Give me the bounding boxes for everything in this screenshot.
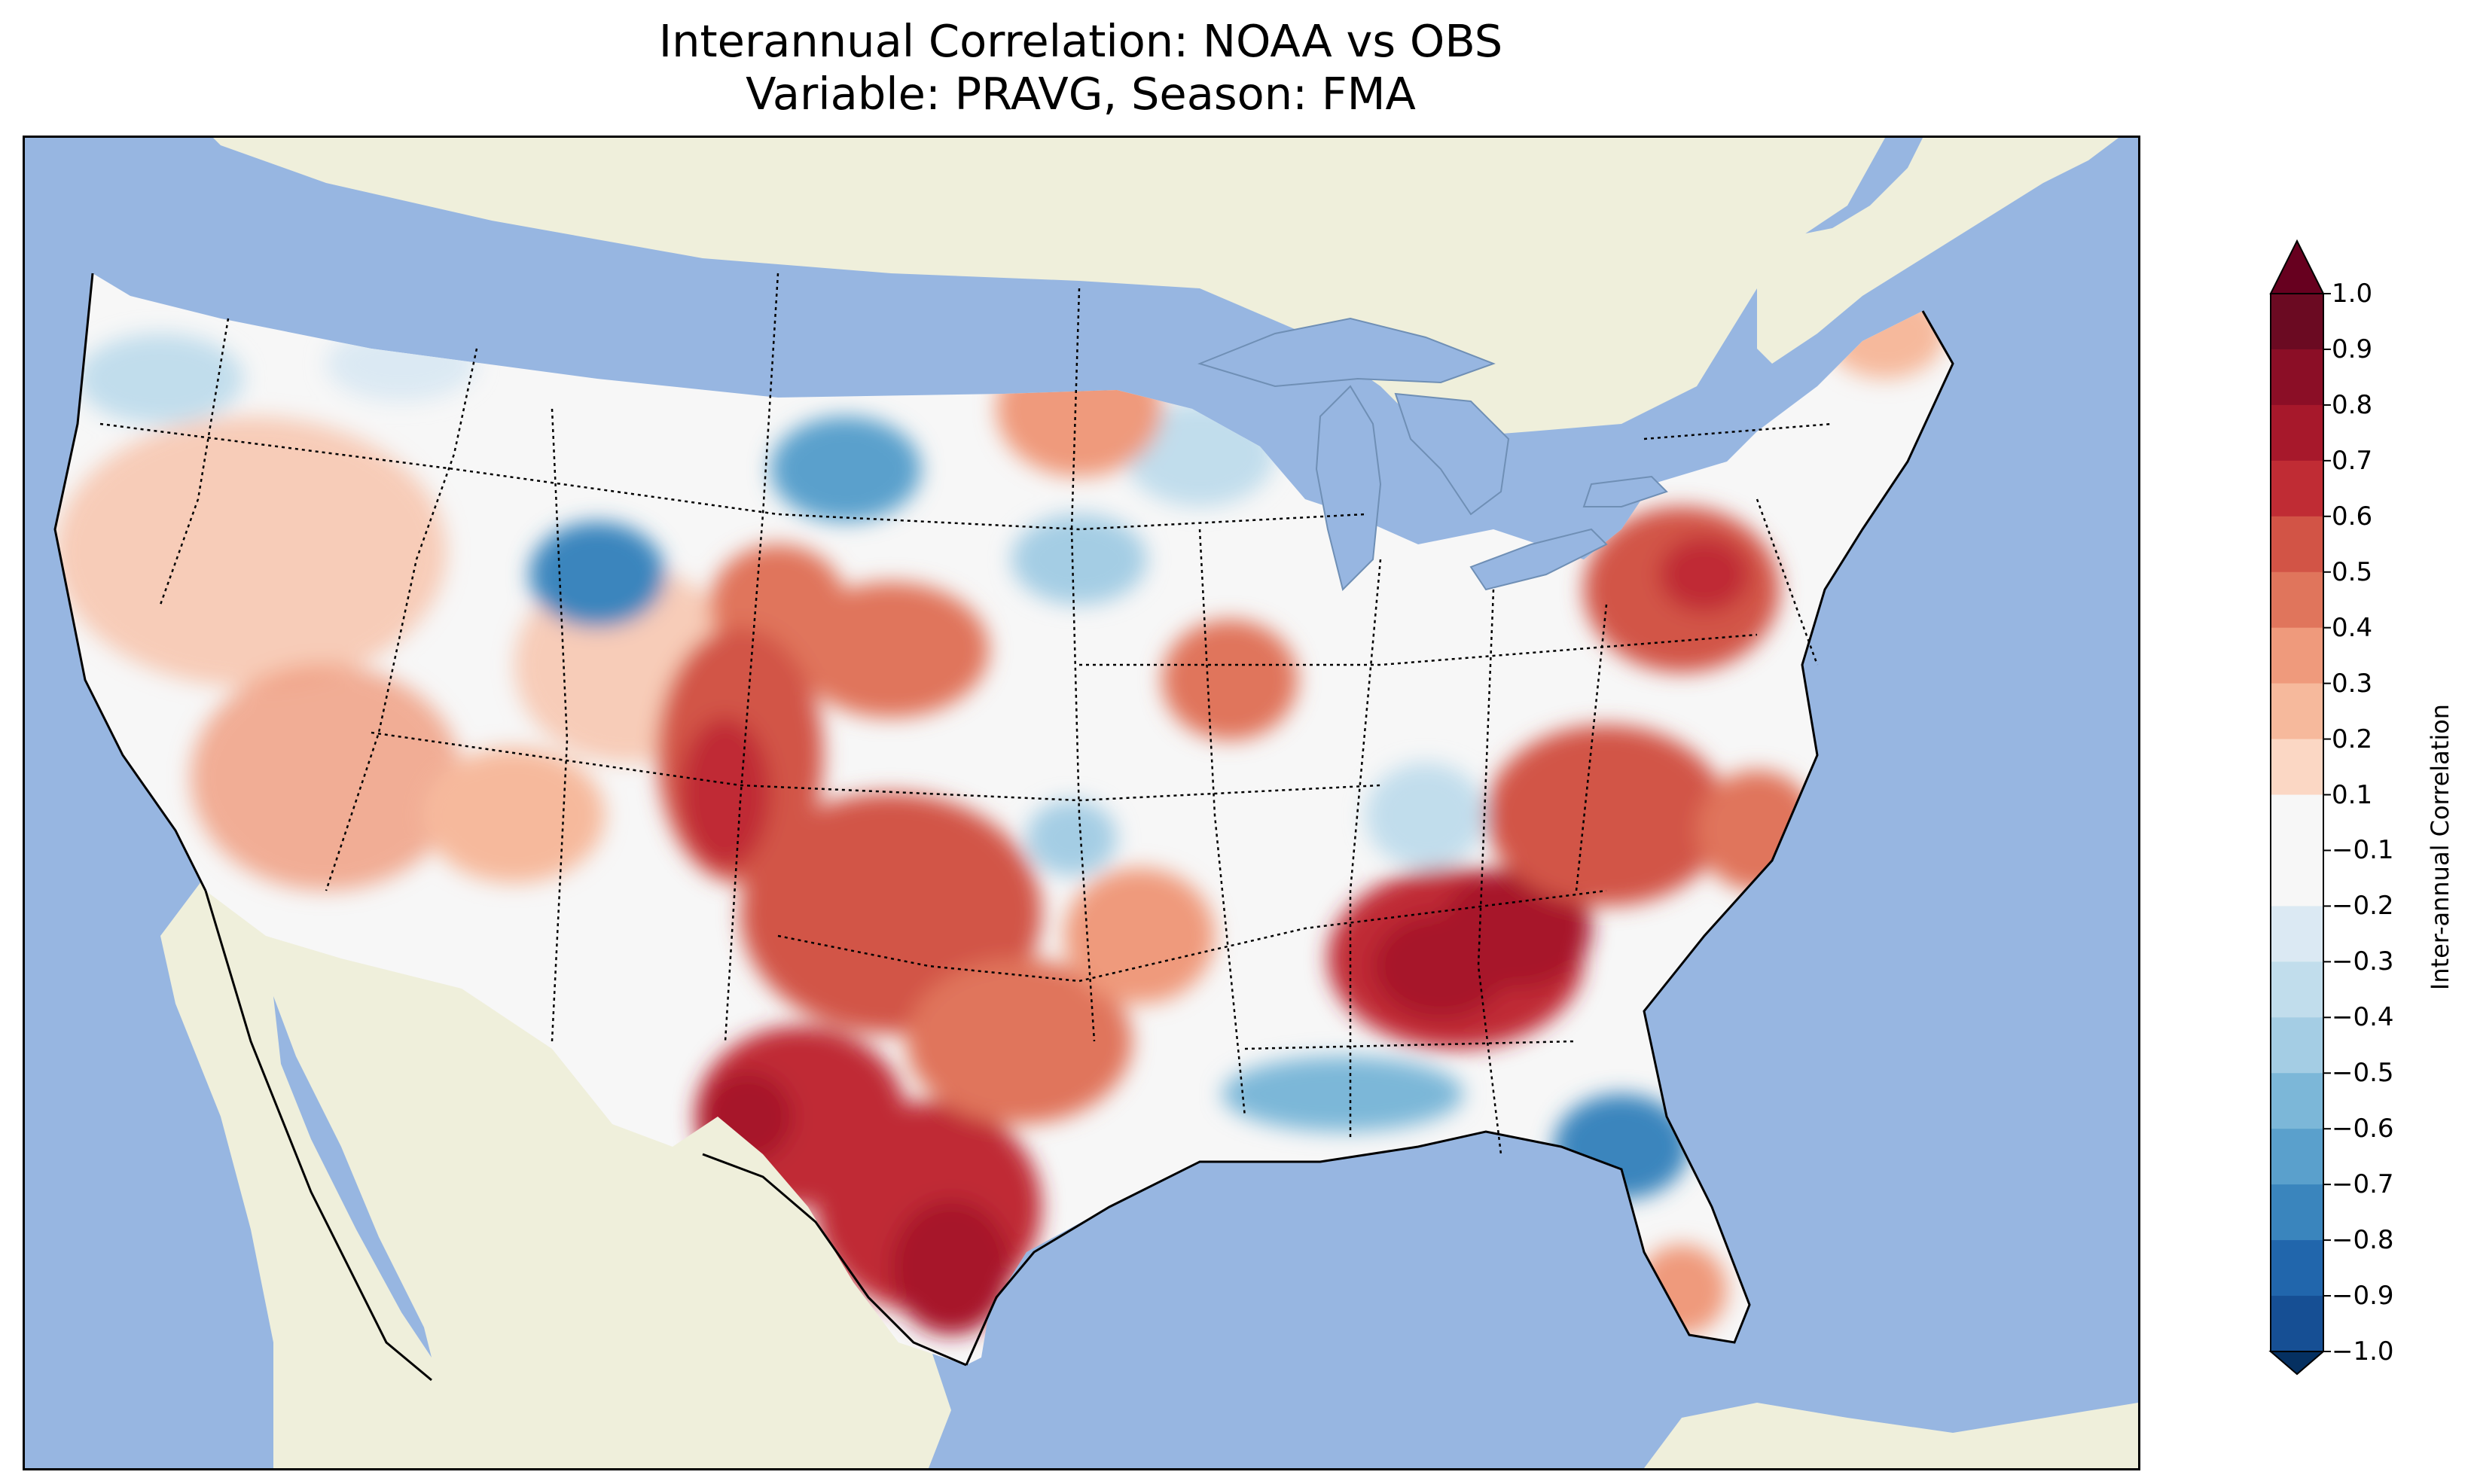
colorbar-tick-label: −0.4 [2332,1002,2394,1033]
colorbar-extend-max [2269,239,2325,294]
colorbar-tick-label: −0.5 [2332,1058,2394,1089]
colorbar-tick-label: −0.8 [2332,1225,2394,1256]
colorbar-tick-label: −0.6 [2332,1114,2394,1144]
colorbar-band [2271,1017,2323,1074]
colorbar-tick-label: 0.1 [2332,779,2373,810]
chart-title-line-1: Interannual Correlation: NOAA vs OBS [658,15,1503,67]
colorbar-tick-label: −0.1 [2332,835,2394,866]
colorbar-tick-label: −0.2 [2332,891,2394,922]
colorbar-band [2271,739,2323,796]
colorbar-band [2271,850,2323,907]
colorbar-band [2271,1073,2323,1129]
colorbar-band [2271,961,2323,1018]
colorbar-tick-label: −0.9 [2332,1281,2394,1312]
colorbar-band [2271,294,2323,350]
colorbar-tick-label: −1.0 [2332,1336,2394,1367]
colorbar-band [2271,404,2323,462]
land-mexico [160,876,2138,1468]
colorbar-band [2271,516,2323,573]
colorbar-band [2271,1296,2323,1352]
colorbar-label: Inter-annual Correlation [2426,703,2454,991]
colorbar-extend-min [2268,1351,2326,1376]
colorbar-tick-label: 0.3 [2332,668,2373,699]
colorbar-tick-label: −0.3 [2332,946,2394,977]
colorbar-band [2271,349,2323,406]
colorbar-tick-label: 1.0 [2332,279,2373,309]
colorbar-band [2271,906,2323,962]
colorbar-band [2271,571,2323,629]
colorbar-band [2271,1184,2323,1241]
colorbar-tick-label: 0.7 [2332,445,2373,476]
correlation-map [25,138,2138,1468]
colorbar-band [2271,460,2323,517]
colorbar-band [2271,794,2323,851]
colorbar-tick-label: 0.4 [2332,612,2373,643]
coastlines [53,273,1954,1382]
colorbar-tick-label: 0.5 [2332,556,2373,587]
colorbar-band [2271,627,2323,684]
colorbar-band [2271,683,2323,740]
colorbar: 1.0 0.9 0.8 0.7 0.6 0.5 0.4 0.3 0.2 0.1 −0.1 −0.2 −0… [2259,233,2470,1378]
colorbar-band [2271,1240,2323,1297]
chart-title-line-2: Variable: PRAVG, Season: FMA [746,68,1416,120]
map-panel [23,136,2140,1470]
colorbar-graphic [2268,239,2331,1376]
great-lakes [1197,317,1668,591]
colorbar-tick-label: 0.8 [2332,389,2373,420]
colorbar-tick-label: 0.6 [2332,501,2373,532]
colorbar-tick-label: 0.9 [2332,334,2373,364]
state-boundaries [99,273,1833,1155]
colorbar-tick-label: 0.2 [2332,724,2373,754]
colorbar-tick-label: −0.7 [2332,1169,2394,1200]
colorbar-outline [2270,293,2324,1352]
colorbar-band [2271,1129,2323,1185]
